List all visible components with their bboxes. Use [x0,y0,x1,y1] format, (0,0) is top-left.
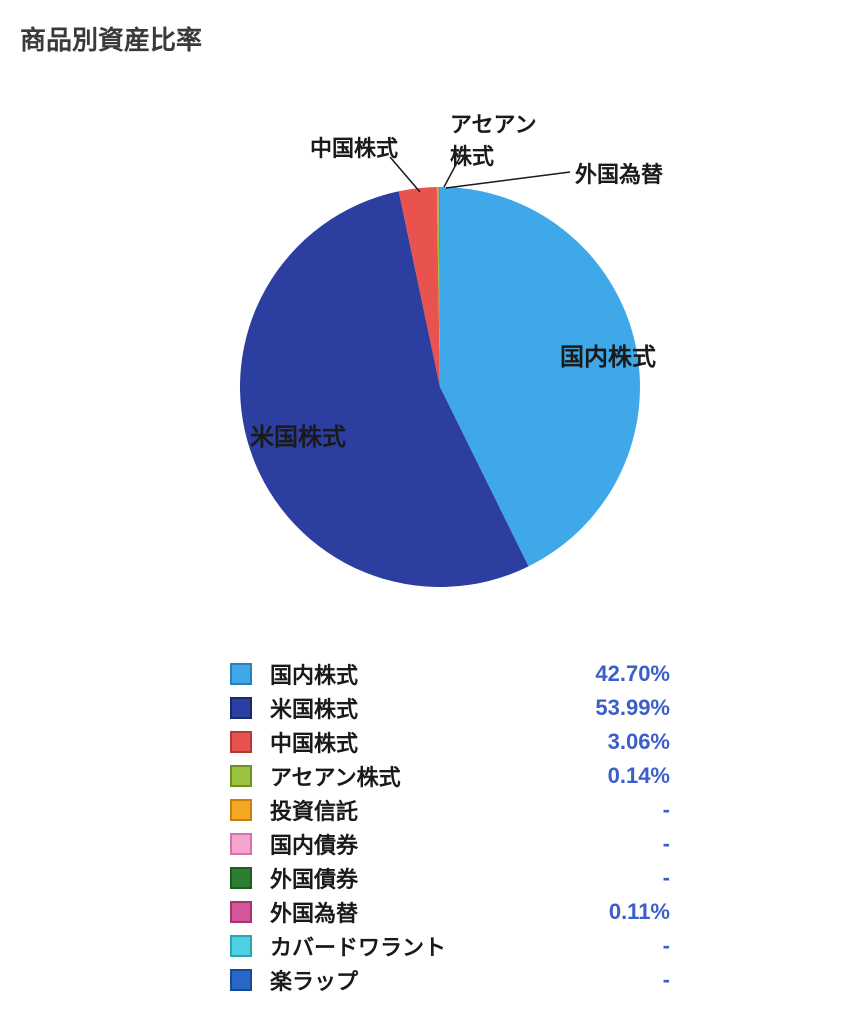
legend-row: 外国債券- [230,861,670,895]
legend-swatch [230,731,252,753]
legend-swatch [230,833,252,855]
callout-label: アセアン株式 [450,107,537,171]
legend: 国内株式42.70%米国株式53.99%中国株式3.06%アセアン株式0.14%… [230,657,670,997]
legend-label: 国内株式 [270,658,570,690]
legend-label: 外国為替 [270,896,570,928]
legend-label: 外国債券 [270,862,570,894]
legend-value: - [570,967,670,993]
legend-row: 中国株式3.06% [230,725,670,759]
callout-line [446,172,570,188]
legend-label: 投資信託 [270,794,570,826]
slice-label: 米国株式 [250,417,346,452]
legend-label: 楽ラップ [270,964,570,996]
legend-value: 3.06% [570,729,670,755]
pie-chart-container: 国内株式米国株式 中国株式 アセアン株式外国為替 [20,87,841,617]
legend-swatch [230,663,252,685]
legend-value: - [570,797,670,823]
legend-label: カバードワラント [270,930,570,962]
callout-label: 中国株式 [310,131,398,163]
legend-label: 国内債券 [270,828,570,860]
legend-row: アセアン株式0.14% [230,759,670,793]
legend-swatch [230,867,252,889]
legend-row: カバードワラント- [230,929,670,963]
legend-value: - [570,933,670,959]
legend-swatch [230,935,252,957]
legend-value: 42.70% [570,661,670,687]
legend-row: 国内株式42.70% [230,657,670,691]
legend-swatch [230,697,252,719]
legend-value: - [570,831,670,857]
legend-value: - [570,865,670,891]
legend-label: 中国株式 [270,726,570,758]
callout-label: 外国為替 [575,157,663,189]
legend-row: 米国株式53.99% [230,691,670,725]
legend-swatch [230,799,252,821]
legend-label: 米国株式 [270,692,570,724]
legend-value: 53.99% [570,695,670,721]
legend-value: 0.11% [570,899,670,925]
legend-value: 0.14% [570,763,670,789]
pie-chart [20,87,861,617]
legend-row: 外国為替0.11% [230,895,670,929]
legend-row: 楽ラップ- [230,963,670,997]
legend-row: 国内債券- [230,827,670,861]
legend-label: アセアン株式 [270,760,570,792]
legend-row: 投資信託- [230,793,670,827]
page-title: 商品別資産比率 [20,20,841,57]
legend-swatch [230,901,252,923]
legend-swatch [230,969,252,991]
slice-label: 国内株式 [560,337,656,372]
legend-swatch [230,765,252,787]
